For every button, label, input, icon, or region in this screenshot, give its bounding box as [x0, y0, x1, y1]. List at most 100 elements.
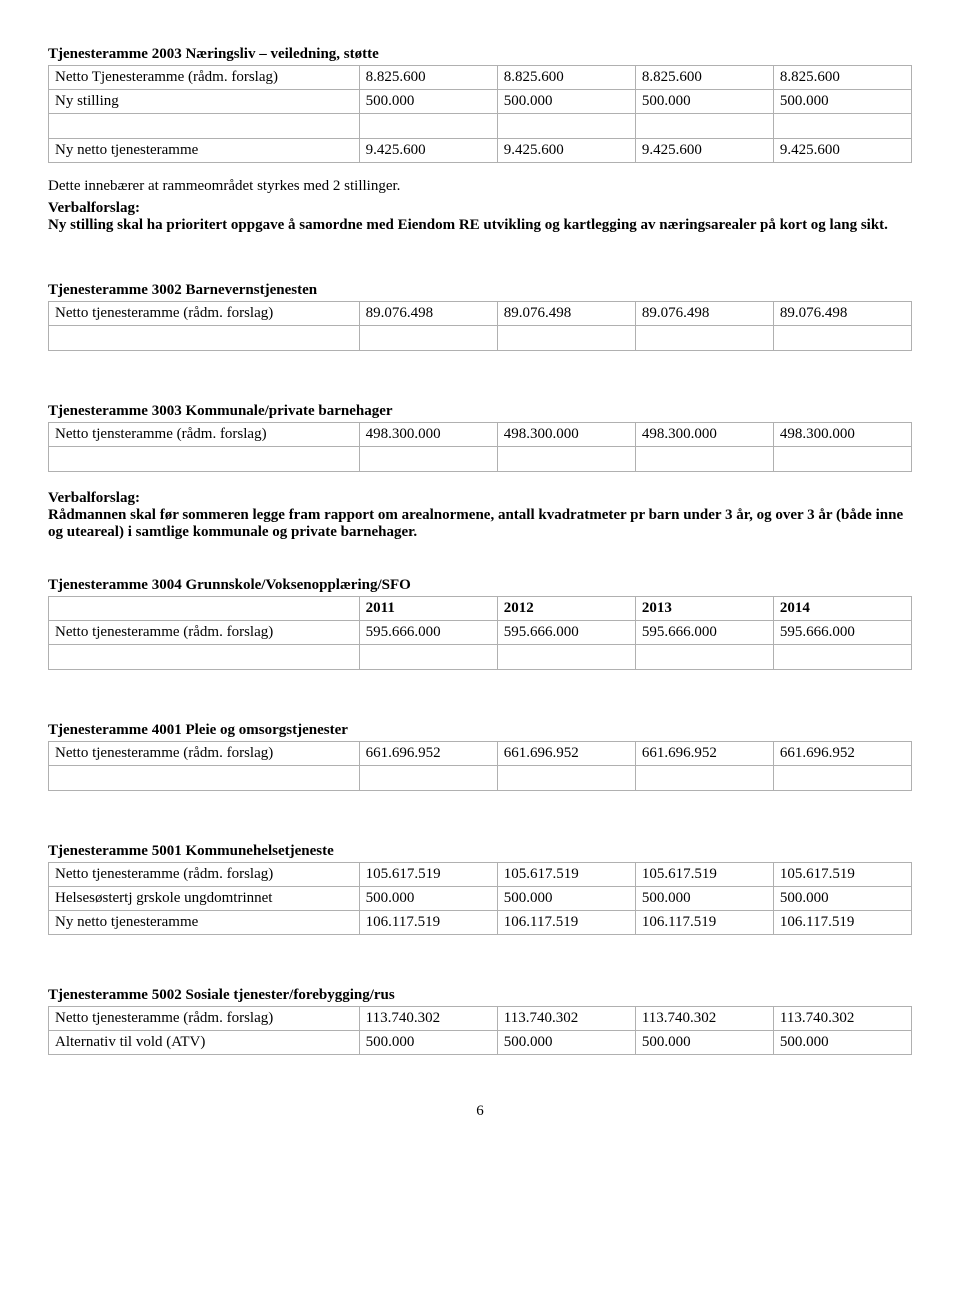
row-label: Netto tjensteramme (rådm. forslag): [49, 422, 360, 446]
table-3004: 2011 2012 2013 2014 Netto tjenesteramme …: [48, 596, 912, 670]
table-row: Alternativ til vold (ATV) 500.000 500.00…: [49, 1030, 912, 1054]
cell-value: 500.000: [497, 90, 635, 114]
table-3003: Netto tjensteramme (rådm. forslag) 498.3…: [48, 422, 912, 472]
cell-value: 113.740.302: [635, 1006, 773, 1030]
cell-value: 500.000: [635, 886, 773, 910]
table-4001: Netto tjenesteramme (rådm. forslag) 661.…: [48, 741, 912, 791]
table-5002: Netto tjenesteramme (rådm. forslag) 113.…: [48, 1006, 912, 1055]
row-label: Netto tjenesteramme (rådm. forslag): [49, 1006, 360, 1030]
table-row: Netto tjensteramme (rådm. forslag) 498.3…: [49, 422, 912, 446]
cell-value: 500.000: [635, 90, 773, 114]
cell-value: 8.825.600: [359, 66, 497, 90]
cell-value: 498.300.000: [497, 422, 635, 446]
cell-value: 595.666.000: [773, 620, 911, 644]
table-row: Netto Tjenesteramme (rådm. forslag) 8.82…: [49, 66, 912, 90]
cell-value: 661.696.952: [635, 741, 773, 765]
table-row: Netto tjenesteramme (rådm. forslag) 661.…: [49, 741, 912, 765]
cell-value: 500.000: [773, 886, 911, 910]
cell-value: 105.617.519: [773, 862, 911, 886]
row-label: Ny netto tjenesteramme: [49, 139, 360, 163]
table-row: Netto tjenesteramme (rådm. forslag) 105.…: [49, 862, 912, 886]
cell-value: 9.425.600: [773, 139, 911, 163]
cell-value: 89.076.498: [359, 301, 497, 325]
cell-value: 500.000: [497, 1030, 635, 1054]
cell-value: 106.117.519: [635, 910, 773, 934]
cell-value: 500.000: [635, 1030, 773, 1054]
cell-value: 500.000: [359, 90, 497, 114]
table-row: Ny netto tjenesteramme 106.117.519 106.1…: [49, 910, 912, 934]
cell-value: 105.617.519: [497, 862, 635, 886]
year-header: 2011: [359, 596, 497, 620]
cell-value: 595.666.000: [359, 620, 497, 644]
cell-value: 106.117.519: [497, 910, 635, 934]
row-label: Alternativ til vold (ATV): [49, 1030, 360, 1054]
row-label: Ny netto tjenesteramme: [49, 910, 360, 934]
page-number: 6: [48, 1103, 912, 1120]
paragraph: Dette innebærer at rammeområdet styrkes …: [48, 177, 912, 196]
cell-value: 89.076.498: [773, 301, 911, 325]
verbal-text: Rådmannen skal før sommeren legge fram r…: [48, 507, 912, 541]
table-5001: Netto tjenesteramme (rådm. forslag) 105.…: [48, 862, 912, 935]
table-row-empty: [49, 114, 912, 139]
row-label: Netto Tjenesteramme (rådm. forslag): [49, 66, 360, 90]
table-row: Netto tjenesteramme (rådm. forslag) 113.…: [49, 1006, 912, 1030]
section-3002-title: Tjenesteramme 3002 Barnevernstjenesten: [48, 282, 912, 299]
cell-value: 498.300.000: [773, 422, 911, 446]
verbal-label: Verbalforslag:: [48, 490, 912, 507]
section-5002-title: Tjenesteramme 5002 Sosiale tjenester/for…: [48, 987, 912, 1004]
cell-value: 500.000: [773, 1030, 911, 1054]
year-header: 2012: [497, 596, 635, 620]
section-5001-title: Tjenesteramme 5001 Kommunehelsetjeneste: [48, 843, 912, 860]
cell-value: 105.617.519: [635, 862, 773, 886]
cell-value: 113.740.302: [773, 1006, 911, 1030]
cell-value: 89.076.498: [497, 301, 635, 325]
cell-value: 595.666.000: [635, 620, 773, 644]
row-label: Netto tjenesteramme (rådm. forslag): [49, 620, 360, 644]
year-header: 2014: [773, 596, 911, 620]
table-row: Ny stilling 500.000 500.000 500.000 500.…: [49, 90, 912, 114]
cell-value: 8.825.600: [635, 66, 773, 90]
cell-value: 89.076.498: [635, 301, 773, 325]
cell-value: 113.740.302: [497, 1006, 635, 1030]
cell-value: 8.825.600: [497, 66, 635, 90]
verbal-text: Ny stilling skal ha prioritert oppgave å…: [48, 217, 912, 234]
year-header: 2013: [635, 596, 773, 620]
table-row: Netto tjenesteramme (rådm. forslag) 595.…: [49, 620, 912, 644]
table-3002: Netto tjenesteramme (rådm. forslag) 89.0…: [48, 301, 912, 351]
cell-value: 113.740.302: [359, 1006, 497, 1030]
cell-value: 500.000: [497, 886, 635, 910]
table-row-empty: [49, 325, 912, 350]
row-label-empty: [49, 596, 360, 620]
table-row: Ny netto tjenesteramme 9.425.600 9.425.6…: [49, 139, 912, 163]
cell-value: 500.000: [359, 886, 497, 910]
row-label: Netto tjenesteramme (rådm. forslag): [49, 862, 360, 886]
table-row-empty: [49, 446, 912, 471]
table-row: Helsesøstertj grskole ungdomtrinnet 500.…: [49, 886, 912, 910]
section-4001-title: Tjenesteramme 4001 Pleie og omsorgstjene…: [48, 722, 912, 739]
section-2003-title: Tjenesteramme 2003 Næringsliv – veiledni…: [48, 46, 912, 63]
row-label: Helsesøstertj grskole ungdomtrinnet: [49, 886, 360, 910]
section-3004-title: Tjenesteramme 3004 Grunnskole/Voksenoppl…: [48, 577, 912, 594]
section-3003-title: Tjenesteramme 3003 Kommunale/private bar…: [48, 403, 912, 420]
table-row-years: 2011 2012 2013 2014: [49, 596, 912, 620]
table-row-empty: [49, 644, 912, 669]
table-2003: Netto Tjenesteramme (rådm. forslag) 8.82…: [48, 65, 912, 163]
cell-value: 9.425.600: [635, 139, 773, 163]
row-label: Netto tjenesteramme (rådm. forslag): [49, 301, 360, 325]
cell-value: 8.825.600: [773, 66, 911, 90]
row-label: Netto tjenesteramme (rådm. forslag): [49, 741, 360, 765]
cell-value: 106.117.519: [359, 910, 497, 934]
cell-value: 498.300.000: [635, 422, 773, 446]
cell-value: 661.696.952: [497, 741, 635, 765]
row-label: Ny stilling: [49, 90, 360, 114]
cell-value: 661.696.952: [773, 741, 911, 765]
cell-value: 595.666.000: [497, 620, 635, 644]
cell-value: 106.117.519: [773, 910, 911, 934]
table-row: Netto tjenesteramme (rådm. forslag) 89.0…: [49, 301, 912, 325]
cell-value: 9.425.600: [359, 139, 497, 163]
cell-value: 500.000: [359, 1030, 497, 1054]
cell-value: 105.617.519: [359, 862, 497, 886]
table-row-empty: [49, 765, 912, 790]
cell-value: 9.425.600: [497, 139, 635, 163]
cell-value: 498.300.000: [359, 422, 497, 446]
